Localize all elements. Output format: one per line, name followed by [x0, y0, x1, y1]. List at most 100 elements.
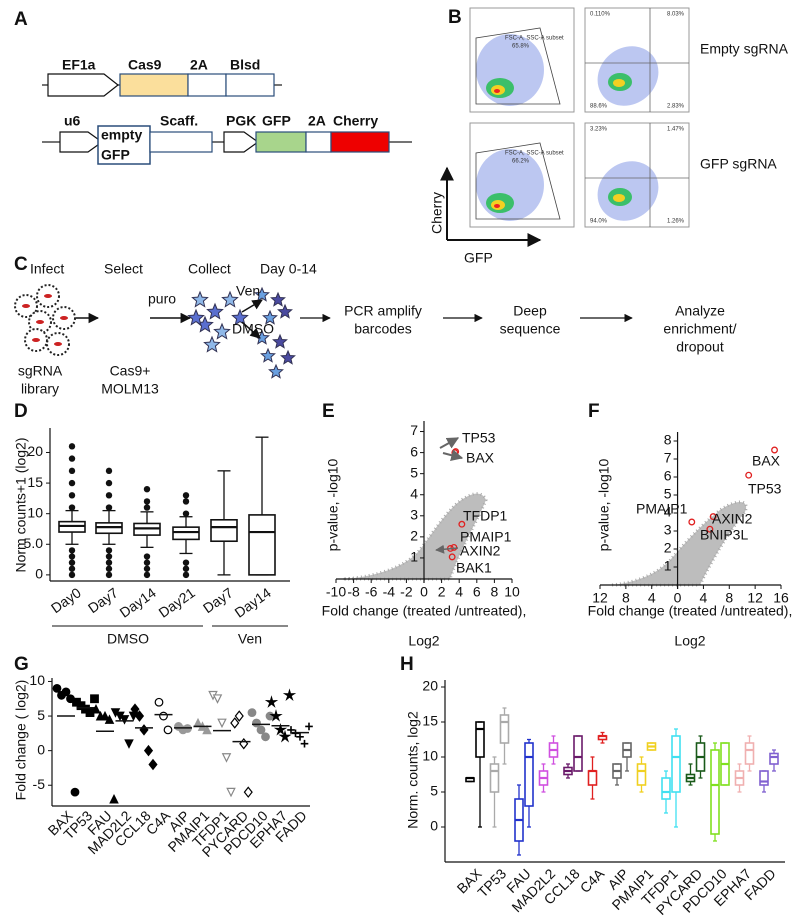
outlier [68, 571, 76, 579]
y-tick-label: 6 [664, 468, 672, 484]
outlier [68, 455, 76, 462]
x-tick-label: C4A [577, 865, 608, 896]
marker [148, 758, 158, 771]
x-tick-label: 6 [473, 584, 481, 600]
marker [247, 708, 257, 717]
label: Cas9+ [110, 363, 151, 379]
flow-core [494, 204, 500, 208]
label: enrichment/ [663, 321, 736, 337]
outlier [182, 492, 190, 499]
quadrant-value: 88.6% [590, 104, 608, 110]
marker [90, 694, 99, 704]
panel-label: G [14, 654, 29, 675]
marker [91, 703, 101, 714]
marker [226, 787, 236, 798]
2a-box [187, 73, 227, 97]
outlier [143, 504, 151, 511]
axis-label: p-value, -log10 [596, 458, 612, 551]
box [710, 749, 720, 835]
label-arrow [442, 449, 464, 462]
x-tick-label: Day0 [48, 584, 84, 616]
x-tick-label: 8 [622, 590, 630, 606]
axis-label: Fold change (treated /untreated), [588, 603, 793, 619]
marker [134, 710, 145, 722]
cell-star [270, 291, 286, 307]
cell-star [260, 347, 276, 363]
y-tick-label: 3 [410, 507, 418, 523]
box [661, 777, 671, 800]
y-tick-label: 1 [664, 558, 672, 574]
marker [261, 732, 270, 742]
axis-label: Cherry [429, 192, 445, 234]
point-label: BAX [466, 450, 495, 466]
y-tick-label: 6 [410, 443, 418, 459]
highlight-point [771, 446, 778, 454]
axis-label: p-value, -log10 [325, 458, 341, 551]
marker [217, 718, 227, 729]
scaffold-box [149, 131, 213, 153]
marker [282, 688, 297, 701]
cell-nucleus [54, 342, 62, 346]
outlier [143, 486, 151, 493]
cell-star [221, 290, 239, 308]
label: Infect [30, 261, 64, 277]
box [744, 742, 755, 765]
cell-nucleus [22, 304, 30, 308]
flow-cloud [476, 149, 544, 221]
promoter-arrow [223, 131, 260, 153]
group-label: Ven [238, 631, 262, 647]
y-tick-label: 2 [410, 528, 418, 544]
panel-label: H [400, 654, 414, 675]
marker [61, 687, 71, 697]
axis-label: Fold change (treated /untreated), [322, 603, 527, 619]
outlier [143, 498, 151, 505]
box [499, 714, 510, 744]
outlier [143, 571, 151, 579]
y-tick-label: 1 [410, 549, 418, 565]
marker [159, 711, 168, 721]
gate-value: 66.2% [512, 159, 530, 165]
x-tick-label: Day7 [85, 584, 121, 616]
blsd-box [225, 73, 275, 97]
flow-cloud [476, 34, 544, 106]
point-label: BAX [752, 453, 781, 469]
flow-core [494, 89, 500, 93]
y-tick-label: 5 [410, 464, 418, 480]
y-tick-label: 8 [664, 432, 672, 448]
promoter-arrow [59, 131, 104, 153]
outlier [68, 479, 76, 487]
marker [100, 710, 110, 721]
quadrant-value: 2.83% [667, 104, 685, 110]
marker [264, 695, 279, 708]
marker [163, 725, 173, 735]
outlier [68, 492, 76, 499]
marker [154, 697, 164, 707]
row-label: Empty sgRNA [700, 41, 789, 57]
x-tick-label: -8 [347, 584, 360, 600]
outlier [105, 553, 113, 560]
outlier [105, 571, 113, 579]
point-label: AXIN2 [460, 543, 501, 559]
marker [252, 718, 261, 728]
y-tick-label: 7 [664, 450, 672, 466]
outlier [68, 553, 76, 560]
flow-core [613, 194, 625, 202]
cell-star [272, 333, 288, 349]
cell-star [254, 286, 270, 302]
y-tick-label: 3 [664, 522, 672, 538]
marker [202, 724, 212, 735]
x-tick-label: 16 [773, 590, 789, 606]
y-tick-label: 5.0 [24, 535, 44, 551]
outlier [105, 547, 113, 554]
cell-star [268, 363, 284, 379]
marker [234, 710, 244, 722]
cell-nucleus [36, 320, 44, 324]
x-tick-label: 8 [491, 584, 499, 600]
label: u6 [64, 113, 81, 129]
axis-label: Norm. counts, log2 [405, 711, 421, 829]
x-tick-label: -6 [365, 584, 378, 600]
marker [278, 729, 292, 743]
marker [300, 739, 309, 748]
